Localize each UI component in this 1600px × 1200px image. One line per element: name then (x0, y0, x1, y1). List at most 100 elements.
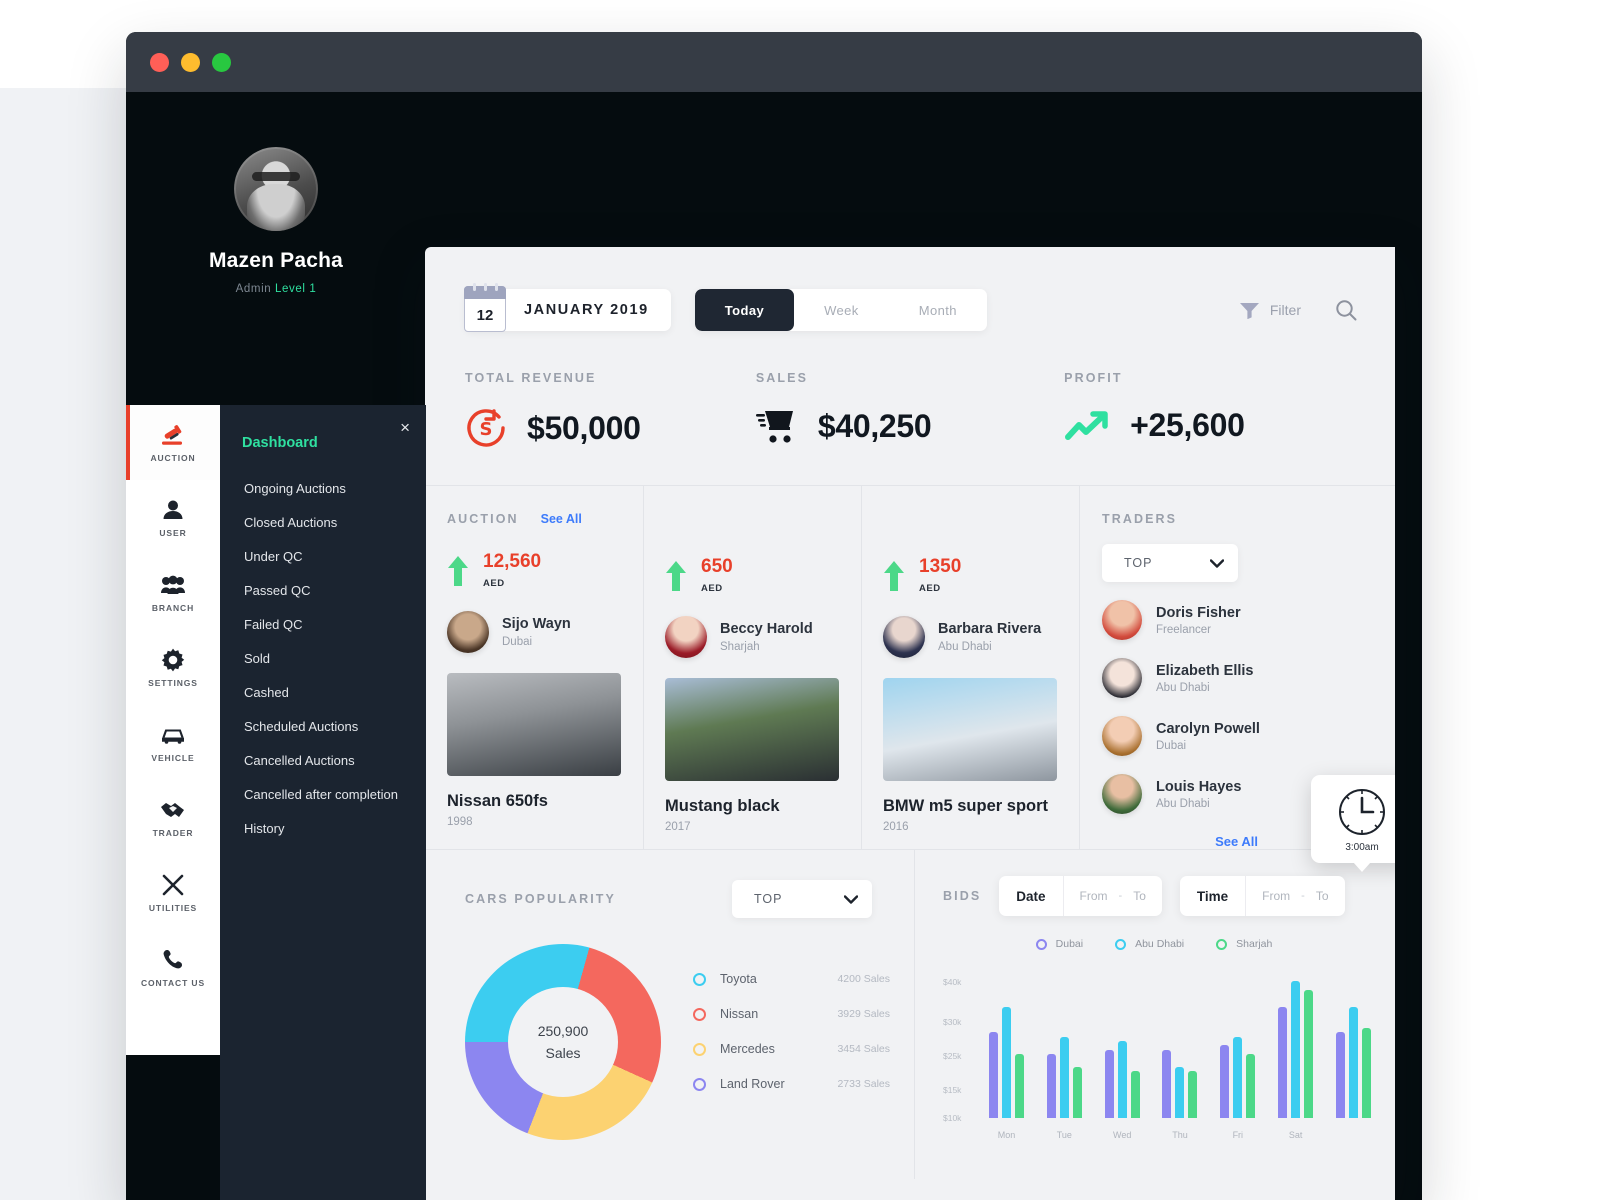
submenu-item[interactable]: History (244, 820, 285, 836)
submenu-item[interactable]: Scheduled Auctions (244, 718, 359, 734)
submenu-item[interactable]: Cancelled Auctions (244, 752, 355, 768)
auction-card[interactable]: 650 AED Beccy Harold Sharjah Mustang black 20… (643, 486, 861, 849)
close-icon[interactable]: × (400, 418, 410, 437)
avatar (1102, 716, 1142, 756)
list-item[interactable]: Carolyn Powell Dubai (1102, 716, 1395, 756)
submenu-item[interactable]: Ongoing Auctions (244, 480, 346, 496)
list-item[interactable]: Elizabeth Ellis Abu Dhabi (1102, 658, 1395, 698)
sidebar-item-label: BRANCH (151, 603, 195, 613)
legend-item: Mercedes 3454 Sales (693, 1042, 890, 1056)
list-item[interactable]: Louis Hayes Abu Dhabi (1102, 774, 1395, 814)
window-minimize-button[interactable] (181, 52, 200, 72)
legend-color-dot (1035, 938, 1047, 950)
bidder-location: Abu Dhabi (938, 641, 992, 654)
submenu-item[interactable]: Under QC (244, 548, 303, 564)
bar-group: Sat (1278, 964, 1314, 1140)
bar (1046, 1053, 1056, 1118)
x-axis-label: Fri (1232, 1130, 1244, 1140)
bar (1348, 1006, 1358, 1118)
sidebar-rail: AUCTION USER (126, 405, 220, 1055)
auction-card[interactable]: AUCTION See All 12,560 AED Sijo Wayn Dubai Nis… (425, 486, 643, 849)
cars-popularity-donut-chart: 250,900 Sales (465, 944, 661, 1140)
bidder-name: Barbara Rivera (938, 620, 1042, 637)
legend-label: Land Rover (720, 1077, 785, 1091)
arrow-up-icon (447, 555, 469, 586)
window-titlebar (126, 32, 1422, 92)
donut-legend: Toyota 4200 Sales Nissan 3929 Sales Mercedes… (693, 972, 914, 1112)
window-close-button[interactable] (150, 52, 169, 72)
dashboard-panel: 12 JANUARY 2019 Today Week Month (425, 247, 1395, 1200)
tab-month[interactable]: Month (918, 302, 957, 318)
auction-card[interactable]: 1350 AED Barbara Rivera Abu Dhabi BMW m5 sup… (861, 486, 1079, 849)
legend-item: Dubai (1035, 938, 1083, 950)
auction-submenu: × Dashboard Ongoing Auctions Closed Aucti… (211, 405, 426, 1200)
cars-popularity-section: CARS POPULARITY TOP 250,900 Sa (425, 850, 915, 1179)
filter-icon (1239, 302, 1259, 319)
avatar (1102, 658, 1142, 698)
x-axis-label: Tue (1056, 1130, 1072, 1140)
x-axis-label: Sat (1288, 1130, 1303, 1140)
calendar-day: 12 (476, 306, 494, 324)
sidebar-item-settings[interactable]: SETTINGS (126, 630, 220, 705)
search-icon[interactable] (1335, 299, 1357, 321)
sidebar-item-auction[interactable]: AUCTION (126, 405, 220, 480)
car-year: 2016 (883, 821, 909, 833)
legend-value: 4200 Sales (837, 973, 890, 985)
auction-see-all-link[interactable]: See All (540, 512, 582, 526)
donut-center-value: 250,900 (537, 1023, 589, 1039)
date-from-input[interactable]: From (1079, 889, 1108, 903)
bar (1130, 1070, 1140, 1118)
submenu-item[interactable]: Cashed (244, 684, 289, 700)
period-tabs: Today Week Month (694, 289, 987, 331)
bar (1233, 1036, 1243, 1118)
bid-row: 650 AED (665, 557, 839, 594)
bar (1162, 1049, 1172, 1118)
sidebar-item-trader[interactable]: TRADER (126, 780, 220, 855)
sidebar-item-label: VEHICLE (151, 753, 195, 763)
bid-amount: 12,560 (483, 551, 542, 572)
date-to-input[interactable]: To (1133, 889, 1146, 903)
stat-label: PROFIT (1064, 371, 1123, 385)
time-range-filter[interactable]: Time From - To (1179, 876, 1345, 916)
tab-week[interactable]: Week (824, 302, 859, 318)
traders-filter-select[interactable]: TOP (1102, 544, 1238, 582)
sidebar-item-user[interactable]: USER (126, 480, 220, 555)
submenu-item[interactable]: Sold (244, 650, 271, 666)
time-to-input[interactable]: To (1315, 889, 1329, 903)
sidebar-item-label: SETTINGS (148, 678, 198, 688)
cars-popularity-filter-select[interactable]: TOP (732, 880, 872, 918)
submenu-item[interactable]: Passed QC (244, 582, 311, 598)
list-item[interactable]: Doris Fisher Freelancer (1102, 600, 1395, 640)
window-maximize-button[interactable] (212, 52, 231, 72)
legend-color-dot (1216, 938, 1228, 950)
time-filter-label: Time (1196, 888, 1229, 904)
tab-today[interactable]: Today (694, 289, 795, 331)
time-from-input[interactable]: From (1262, 889, 1291, 903)
window-body: Mazen Pacha Admin Level 1 × Dashboard On… (126, 92, 1422, 1200)
avatar (447, 611, 489, 653)
sidebar-item-branch[interactable]: BRANCH (126, 555, 220, 630)
sidebar-item-label: USER (159, 528, 187, 538)
sidebar-item-label: UTILITIES (148, 903, 198, 913)
sidebar-item-vehicle[interactable]: VEHICLE (126, 705, 220, 780)
bar (1304, 989, 1314, 1118)
legend-label: Abu Dhabi (1135, 938, 1185, 950)
traders-see-all-link[interactable]: See All (1215, 834, 1258, 849)
date-picker[interactable]: 12 JANUARY 2019 (464, 282, 671, 332)
date-range-filter[interactable]: Date From - To (999, 876, 1162, 916)
bidder-location: Dubai (502, 636, 533, 649)
submenu-item[interactable]: Failed QC (244, 616, 303, 632)
submenu-item[interactable]: Closed Auctions (244, 514, 338, 530)
bidder: Barbara Rivera Abu Dhabi (883, 616, 1057, 658)
sidebar-item-utilities[interactable]: UTILITIES (126, 855, 220, 930)
legend-label: Toyota (720, 972, 757, 986)
sidebar-item-contact-us[interactable]: CONTACT US (126, 930, 220, 1005)
page-title: Mazen Pacha (208, 249, 344, 272)
header-actions: Filter (1239, 299, 1357, 321)
filter-button[interactable]: Filter (1239, 302, 1301, 319)
bar (1104, 1049, 1114, 1118)
bar (1175, 1066, 1185, 1118)
submenu-item[interactable]: Cancelled after completion (244, 786, 398, 802)
car-image (883, 678, 1057, 781)
submenu-heading[interactable]: Dashboard (242, 435, 318, 451)
